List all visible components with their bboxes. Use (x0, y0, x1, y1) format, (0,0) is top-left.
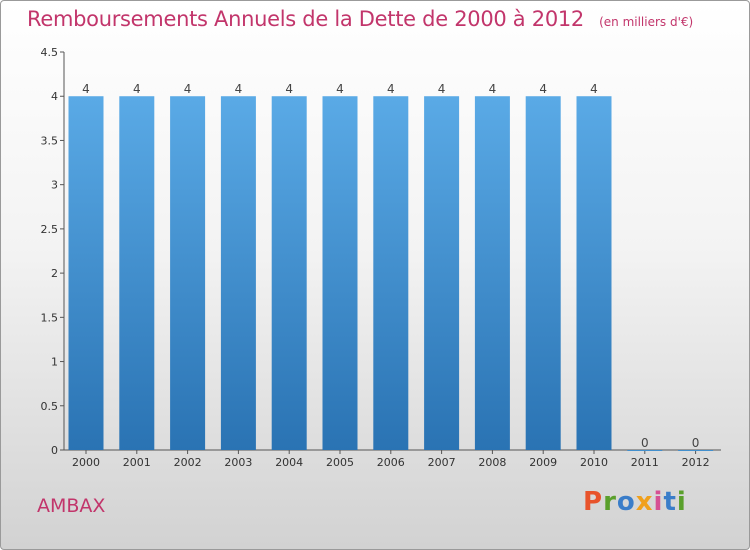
data-label: 4 (387, 82, 395, 96)
brand-letter: r (603, 487, 617, 517)
bar (322, 96, 358, 450)
brand-letter: i (676, 487, 687, 517)
commune-name: AMBAX (37, 495, 106, 517)
y-tick-label: 3.5 (41, 134, 59, 147)
data-label: 4 (285, 82, 293, 96)
bar (424, 96, 460, 450)
bar (525, 96, 561, 450)
y-tick-label: 0 (51, 444, 58, 457)
y-tick-label: 2.5 (41, 223, 59, 236)
brand-letter: x (635, 487, 654, 517)
x-tick-label: 2010 (580, 456, 608, 469)
y-tick-label: 1 (51, 356, 58, 369)
x-tick-label: 2003 (224, 456, 252, 469)
brand-letter: i (653, 487, 664, 517)
bar (474, 96, 510, 450)
bar (373, 96, 409, 450)
bar (68, 96, 104, 450)
x-tick-label: 2009 (529, 456, 557, 469)
x-tick-label: 2004 (275, 456, 303, 469)
brand-logo: Proxiti (583, 487, 687, 517)
data-label: 0 (692, 436, 700, 450)
bar (170, 96, 206, 450)
data-label: 4 (184, 82, 192, 96)
data-label: 4 (590, 82, 598, 96)
title-row: Remboursements Annuels de la Dette de 20… (27, 7, 693, 31)
x-tick-label: 2002 (174, 456, 202, 469)
data-label: 0 (641, 436, 649, 450)
data-label: 4 (82, 82, 90, 96)
y-tick-label: 1.5 (41, 311, 59, 324)
y-tick-label: 4 (51, 90, 58, 103)
data-label: 4 (438, 82, 446, 96)
bar (119, 96, 155, 450)
y-tick-label: 2 (51, 267, 58, 280)
chart-title: Remboursements Annuels de la Dette de 20… (27, 7, 584, 31)
bar (576, 96, 612, 450)
x-tick-label: 2006 (377, 456, 405, 469)
x-tick-label: 2012 (682, 456, 710, 469)
bar (271, 96, 307, 450)
bar (627, 450, 663, 451)
x-tick-label: 2005 (326, 456, 354, 469)
data-label: 4 (336, 82, 344, 96)
bar (678, 450, 714, 451)
data-label: 4 (539, 82, 547, 96)
brand-letter: t (663, 487, 677, 517)
x-tick-label: 2001 (123, 456, 151, 469)
chart-subtitle: (en milliers d'€) (599, 15, 694, 29)
x-tick-label: 2011 (631, 456, 659, 469)
x-tick-label: 2007 (428, 456, 456, 469)
brand-letter: P (583, 487, 604, 517)
brand-letter: o (616, 487, 636, 517)
bar (220, 96, 256, 450)
data-label: 4 (489, 82, 497, 96)
y-tick-label: 4.5 (41, 46, 59, 59)
data-label: 4 (133, 82, 141, 96)
y-tick-label: 3 (51, 179, 58, 192)
data-label: 4 (235, 82, 243, 96)
x-tick-label: 2000 (72, 456, 100, 469)
x-tick-label: 2008 (478, 456, 506, 469)
y-tick-label: 0.5 (41, 400, 59, 413)
